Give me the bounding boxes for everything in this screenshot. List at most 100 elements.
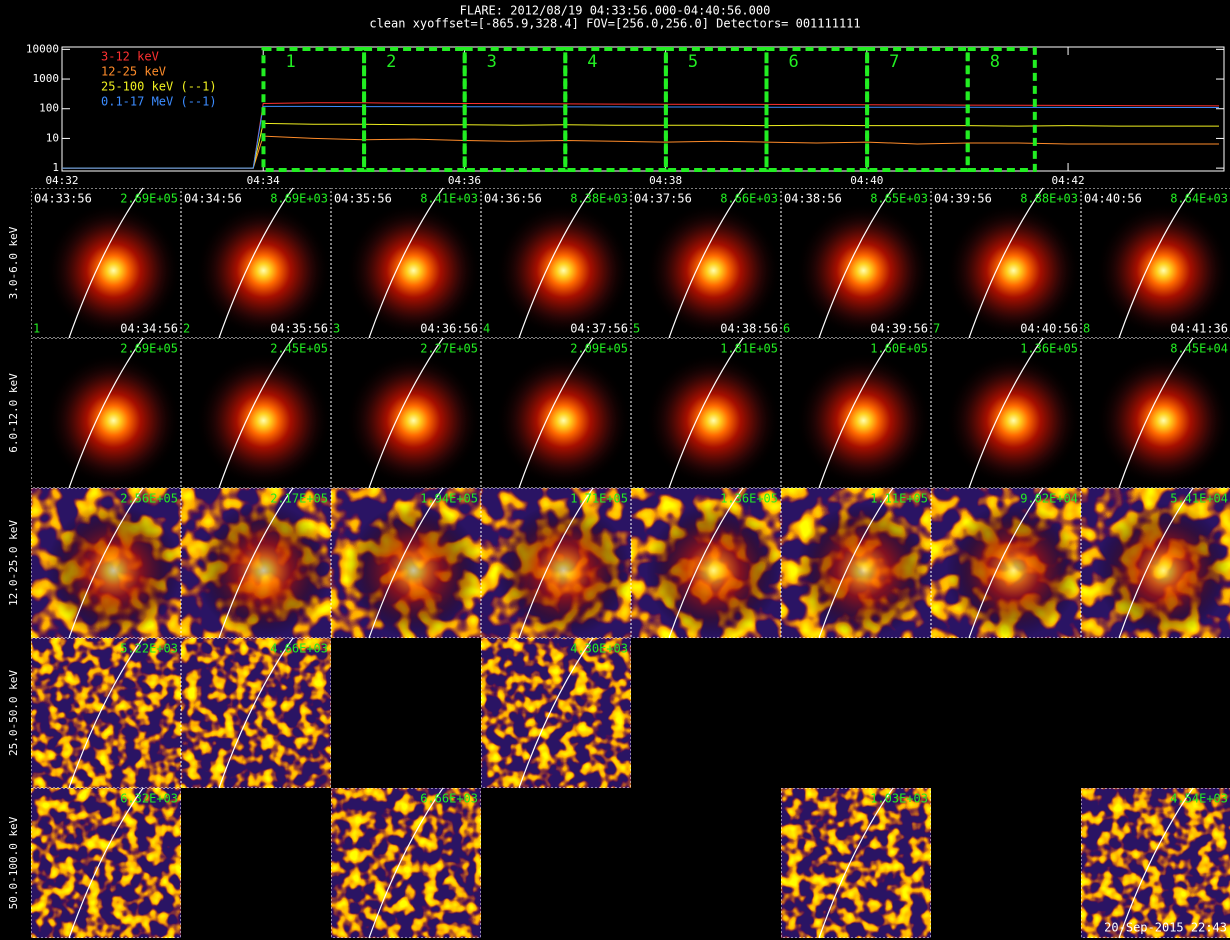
panel-peak: 6.32E+03	[120, 792, 178, 806]
panel-peak: 2.69E+05	[120, 342, 178, 356]
panel-number: 2	[183, 322, 190, 336]
row-label: 3.0-6.0 keV	[7, 226, 20, 299]
image-panel	[31, 337, 181, 489]
panel-peak: 5.41E+04	[1170, 492, 1228, 506]
panel-peak: 2.09E+05	[570, 342, 628, 356]
image-panel	[31, 187, 181, 339]
panel-peak: 1.03E+03	[870, 792, 928, 806]
x-tick-label: 04:36	[448, 174, 481, 187]
panel-start-time: 04:36:56	[484, 192, 542, 206]
panel-peak: 8.65E+03	[870, 192, 928, 206]
panel-peak: 1.94E+05	[420, 492, 478, 506]
panel-end-time: 04:34:56	[120, 322, 178, 336]
time-interval-label: 4	[587, 52, 597, 72]
timestamp: 20-Sep-2015 22:43	[1104, 921, 1227, 935]
time-interval-label: 8	[990, 52, 1000, 72]
legend-entry: 0.1-17 MeV (--1)	[101, 95, 217, 109]
panel-peak: 8.38E+03	[570, 192, 628, 206]
image-panel	[931, 187, 1081, 339]
panel-number: 7	[933, 322, 940, 336]
x-tick-label: 04:38	[649, 174, 682, 187]
image-panel	[481, 337, 631, 489]
panel-start-time: 04:39:56	[934, 192, 992, 206]
time-interval-label: 1	[285, 52, 295, 72]
y-tick-label: 1000	[33, 72, 60, 85]
y-tick-label: 1	[52, 161, 59, 174]
panel-peak: 2.27E+05	[420, 342, 478, 356]
panel-peak: 1.71E+05	[570, 492, 628, 506]
image-panel	[1081, 787, 1230, 939]
image-panel	[331, 337, 481, 489]
panel-number: 8	[1083, 322, 1090, 336]
panel-end-time: 04:37:56	[570, 322, 628, 336]
panel-number: 5	[633, 322, 640, 336]
image-panel	[331, 787, 481, 939]
panel-peak: 4.30E+03	[570, 642, 628, 656]
panel-end-time: 04:35:56	[270, 322, 328, 336]
title: FLARE: 2012/08/19 04:33:56.000-04:40:56.…	[460, 4, 771, 18]
panel-peak: 4.66E+03	[270, 642, 328, 656]
image-panel	[931, 487, 1081, 639]
panel-peak: 8.45E+04	[1170, 342, 1228, 356]
image-panel	[631, 487, 781, 639]
image-panel	[331, 487, 481, 639]
legend-entry: 3-12 keV	[101, 50, 159, 64]
subtitle: clean xyoffset=[-865.9,328.4] FOV=[256.0…	[369, 17, 860, 31]
row-label: 12.0-25.0 keV	[7, 520, 20, 606]
image-panel	[181, 337, 331, 489]
panel-peak: 2.69E+05	[120, 192, 178, 206]
image-panel	[781, 487, 931, 639]
panel-peak: 8.88E+03	[1020, 192, 1078, 206]
image-panel	[631, 337, 781, 489]
panel-peak: 8.41E+03	[420, 192, 478, 206]
image-panel	[181, 637, 331, 789]
panel-peak: 1.36E+05	[720, 492, 778, 506]
panel-end-time: 04:36:56	[420, 322, 478, 336]
panel-end-time: 04:38:56	[720, 322, 778, 336]
panel-start-time: 04:34:56	[184, 192, 242, 206]
image-panel	[1081, 187, 1230, 339]
image-panel	[181, 487, 331, 639]
panel-peak: 9.02E+04	[1020, 492, 1078, 506]
panel-peak: 2.56E+05	[120, 492, 178, 506]
panel-number: 6	[783, 322, 790, 336]
image-panel	[481, 637, 631, 789]
image-panel	[931, 337, 1081, 489]
image-panel	[331, 187, 481, 339]
image-panel	[481, 187, 631, 339]
panel-number: 1	[33, 322, 40, 336]
x-tick-label: 04:34	[247, 174, 280, 187]
image-panel	[1081, 487, 1230, 639]
row-label: 50.0-100.0 keV	[7, 816, 20, 909]
panel-number: 4	[483, 322, 490, 336]
panel-number: 3	[333, 322, 340, 336]
image-panel	[31, 787, 181, 939]
image-panel	[781, 187, 931, 339]
panel-peak: 8.69E+03	[270, 192, 328, 206]
y-tick-label: 100	[39, 102, 59, 115]
image-panel	[1081, 337, 1230, 489]
image-panel	[481, 487, 631, 639]
panel-peak: 8.64E+03	[1170, 192, 1228, 206]
time-interval-label: 7	[889, 52, 899, 72]
panel-start-time: 04:35:56	[334, 192, 392, 206]
panel-start-time: 04:40:56	[1084, 192, 1142, 206]
panel-end-time: 04:40:56	[1020, 322, 1078, 336]
panel-end-time: 04:39:56	[870, 322, 928, 336]
image-panel	[781, 787, 931, 939]
x-tick-label: 04:42	[1051, 174, 1084, 187]
panel-start-time: 04:33:56	[34, 192, 92, 206]
legend-entry: 25-100 keV (--1)	[101, 80, 217, 94]
panel-peak: 4.54E+03	[1170, 792, 1228, 806]
panel-peak: 5.22E+03	[120, 642, 178, 656]
panel-peak: 2.45E+05	[270, 342, 328, 356]
image-panel	[781, 337, 931, 489]
row-label: 6.0-12.0 keV	[7, 373, 20, 453]
panel-start-time: 04:38:56	[784, 192, 842, 206]
time-interval-label: 3	[487, 52, 497, 72]
image-panel	[31, 487, 181, 639]
panel-peak: 8.66E+03	[720, 192, 778, 206]
time-interval-label: 5	[688, 52, 698, 72]
panel-end-time: 04:41:36	[1170, 322, 1228, 336]
